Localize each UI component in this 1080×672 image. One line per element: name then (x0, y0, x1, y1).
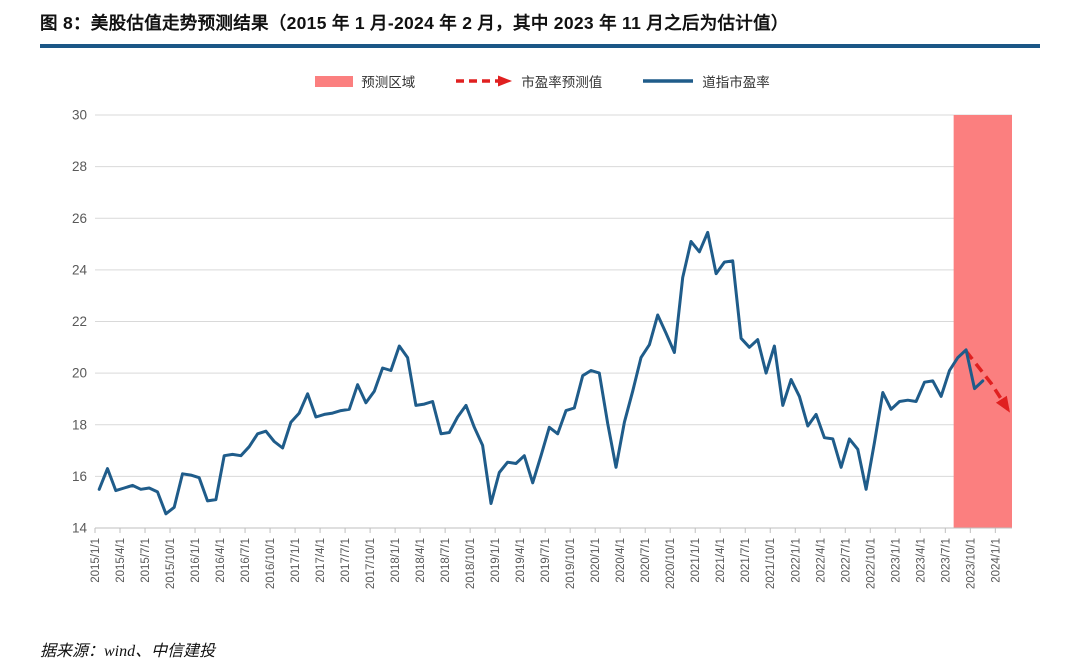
gridlines (95, 114, 1012, 477)
svg-text:2020/7/1: 2020/7/1 (640, 538, 652, 583)
svg-text:2017/10/1: 2017/10/1 (365, 538, 377, 589)
forecast-region-swatch-icon (315, 75, 354, 87)
legend-item-pe-forecast: 市盈率预测值 (455, 71, 602, 91)
svg-text:2017/1/1: 2017/1/1 (290, 538, 302, 583)
svg-text:2017/7/1: 2017/7/1 (340, 538, 352, 583)
svg-text:26: 26 (72, 211, 87, 226)
svg-text:2018/7/1: 2018/7/1 (440, 538, 452, 583)
svg-text:2015/4/1: 2015/4/1 (115, 538, 127, 583)
svg-text:2023/4/1: 2023/4/1 (915, 538, 927, 583)
svg-text:2017/4/1: 2017/4/1 (315, 538, 327, 583)
svg-text:2022/7/1: 2022/7/1 (840, 538, 852, 583)
series-pe-forecast (964, 350, 1010, 413)
svg-text:2023/1/1: 2023/1/1 (890, 538, 902, 583)
svg-text:2016/1/1: 2016/1/1 (190, 538, 202, 583)
svg-text:14: 14 (72, 521, 88, 536)
legend-item-dow-pe: 道指市盈率 (642, 71, 770, 91)
svg-text:2023/10/1: 2023/10/1 (965, 538, 977, 589)
title-underline (40, 44, 1040, 48)
forecast-region (953, 115, 1012, 528)
source-note: 据来源：wind、中信建投 (40, 643, 216, 660)
y-axis-labels: 14 16 18 20 22 24 26 28 30 (72, 108, 88, 536)
svg-text:2015/7/1: 2015/7/1 (140, 538, 152, 583)
x-axis-labels: 2015/1/1 2015/4/1 2015/7/1 2015/10/1 2016/1/… (90, 538, 1002, 589)
svg-text:2021/10/1: 2021/10/1 (765, 538, 777, 589)
series-dow-pe (97, 230, 985, 516)
svg-text:18: 18 (72, 417, 87, 432)
legend-item-forecast-region: 预测区域 (315, 71, 415, 91)
figure-title: 图 8：美股估值走势预测结果（2015 年 1 月-2024 年 2 月，其中 … (40, 13, 789, 33)
svg-text:2018/1/1: 2018/1/1 (390, 538, 402, 583)
svg-text:2024/1/1: 2024/1/1 (990, 538, 1002, 583)
svg-text:2018/4/1: 2018/4/1 (415, 538, 427, 583)
svg-text:2018/10/1: 2018/10/1 (465, 538, 477, 589)
dashed-arrow-icon (456, 75, 513, 87)
svg-text:16: 16 (72, 469, 87, 484)
svg-text:2016/10/1: 2016/10/1 (265, 538, 277, 589)
svg-text:2022/4/1: 2022/4/1 (815, 538, 827, 583)
line-swatch-icon (643, 79, 694, 83)
chart-legend: 预测区域 市盈率预测值 道指市盈率 (55, 68, 1030, 94)
valuation-line-chart: 14 16 18 20 22 24 26 28 30 2015/1/1 2015/4/1 2015/7… (72, 108, 1012, 589)
legend-label-pe-forecast: 市盈率预测值 (521, 75, 603, 90)
svg-text:22: 22 (72, 314, 87, 329)
svg-text:2015/1/1: 2015/1/1 (90, 538, 102, 583)
svg-text:2019/4/1: 2019/4/1 (515, 538, 527, 583)
legend-label-dow-pe: 道指市盈率 (702, 75, 770, 90)
svg-text:30: 30 (72, 108, 87, 123)
svg-text:2020/10/1: 2020/10/1 (665, 538, 677, 589)
svg-text:2015/10/1: 2015/10/1 (165, 538, 177, 589)
svg-text:2020/4/1: 2020/4/1 (615, 538, 627, 583)
svg-text:28: 28 (72, 159, 87, 174)
svg-text:2021/1/1: 2021/1/1 (690, 538, 702, 583)
svg-text:2016/4/1: 2016/4/1 (215, 538, 227, 583)
x-axis (94, 527, 1012, 533)
svg-text:2020/1/1: 2020/1/1 (590, 538, 602, 583)
svg-text:2016/7/1: 2016/7/1 (240, 538, 252, 583)
svg-text:2021/4/1: 2021/4/1 (715, 538, 727, 583)
pe-chart: 14 16 18 20 22 24 26 28 30 2015/1/1 2015/4/1 2015/7… (55, 100, 1030, 645)
svg-text:2023/7/1: 2023/7/1 (940, 538, 952, 583)
svg-text:2019/1/1: 2019/1/1 (490, 538, 502, 583)
svg-text:2022/1/1: 2022/1/1 (790, 538, 802, 583)
svg-text:2019/7/1: 2019/7/1 (540, 538, 552, 583)
legend-label-forecast-region: 预测区域 (361, 75, 416, 90)
svg-text:2019/10/1: 2019/10/1 (565, 538, 577, 589)
svg-text:2022/10/1: 2022/10/1 (865, 538, 877, 589)
svg-text:2021/7/1: 2021/7/1 (740, 538, 752, 583)
svg-text:24: 24 (72, 262, 88, 277)
svg-text:20: 20 (72, 366, 87, 381)
